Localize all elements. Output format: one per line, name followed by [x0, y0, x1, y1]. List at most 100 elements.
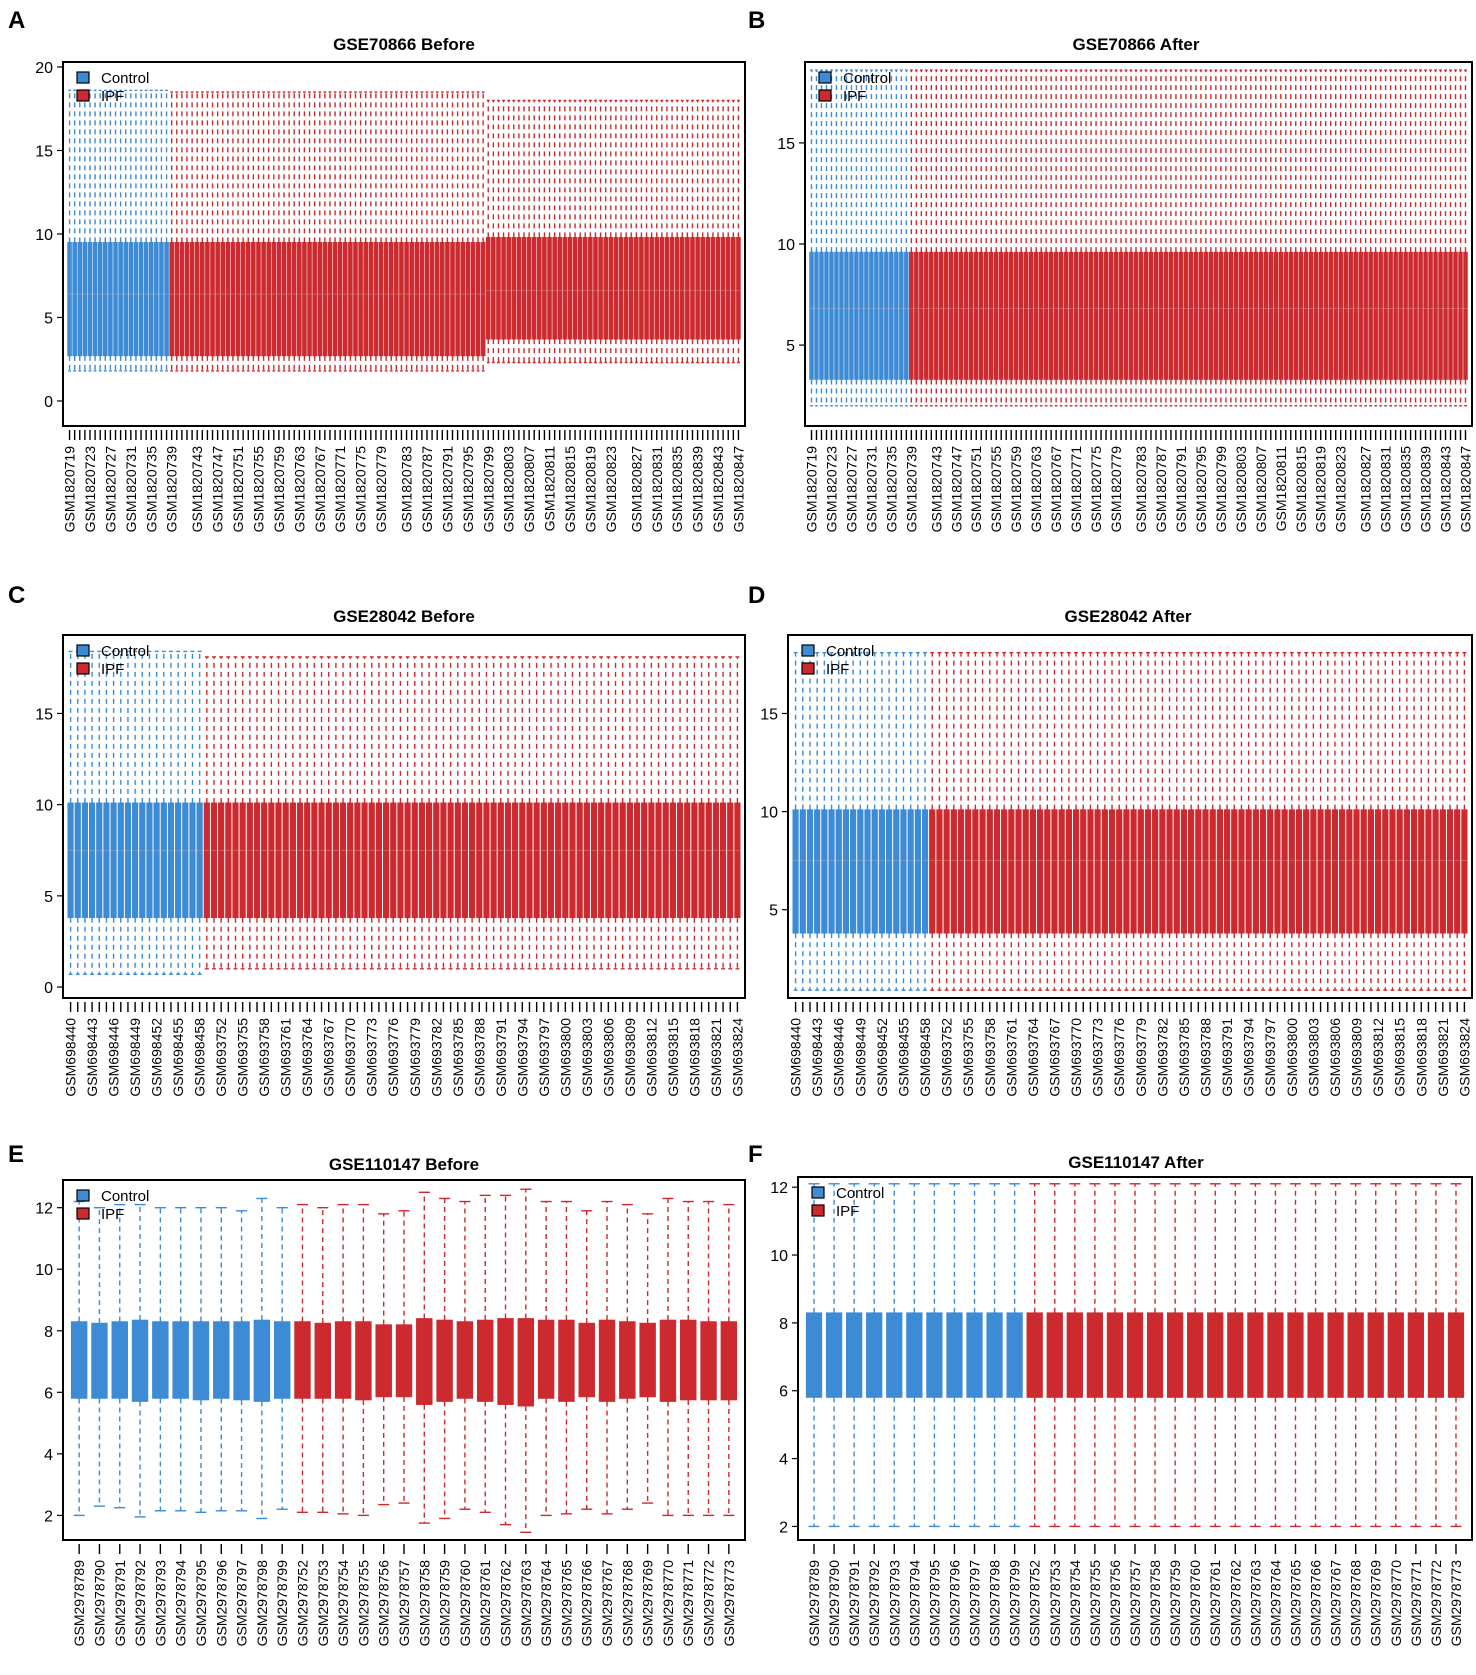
- ipf-box: [1163, 69, 1169, 407]
- x-tick-label: GSM1820787: [1153, 446, 1169, 533]
- iqr-box: [710, 237, 716, 340]
- control-box: [894, 69, 899, 407]
- control-box: [966, 1183, 983, 1528]
- iqr-box: [501, 237, 506, 340]
- iqr-box: [1137, 809, 1144, 934]
- x-tick-label: GSM1820819: [1313, 446, 1329, 533]
- iqr-box: [1166, 809, 1173, 934]
- iqr-box: [213, 1321, 230, 1399]
- y-tick-label: 5: [769, 903, 778, 920]
- ipf-box: [1168, 69, 1174, 407]
- ipf-box: [1348, 69, 1353, 407]
- x-tick-label: GSM2978760: [1187, 1560, 1203, 1647]
- ipf-box: [1198, 69, 1204, 407]
- ipf-legend-label: IPF: [843, 88, 866, 105]
- iqr-box: [123, 242, 129, 357]
- iqr-box: [92, 242, 98, 357]
- ipf-box: [1083, 69, 1089, 407]
- control-box: [839, 69, 844, 407]
- ipf-box: [215, 91, 220, 372]
- ipf-box: [1317, 651, 1324, 991]
- ipf-box: [1413, 69, 1418, 407]
- ipf-box: [1044, 651, 1051, 991]
- iqr-box: [1287, 1312, 1304, 1398]
- iqr-box: [97, 242, 103, 357]
- x-tick-label: GSM2978794: [906, 1560, 922, 1647]
- ipf-legend-swatch: [818, 89, 832, 102]
- ipf-box: [521, 99, 527, 364]
- iqr-box: [281, 242, 287, 357]
- iqr-box: [1323, 251, 1328, 380]
- ipf-box: [557, 99, 563, 364]
- iqr-box: [1202, 809, 1209, 934]
- x-tick-label: GSM693755: [960, 1018, 976, 1097]
- ipf-box: [1126, 1183, 1144, 1528]
- ipf-box: [476, 1194, 494, 1514]
- ipf-box: [1003, 69, 1009, 407]
- ipf-box: [418, 656, 426, 970]
- ipf-box: [936, 651, 943, 991]
- control-box: [799, 651, 806, 991]
- ipf-box: [1323, 69, 1328, 407]
- iqr-box: [578, 1322, 595, 1398]
- ipf-box: [1443, 69, 1448, 407]
- ipf-box: [1358, 69, 1363, 407]
- control-box: [81, 650, 89, 975]
- iqr-box: [649, 237, 654, 340]
- iqr-box: [526, 237, 532, 340]
- ipf-box: [286, 91, 292, 372]
- ipf-box: [562, 99, 568, 364]
- control-box: [854, 69, 859, 407]
- iqr-box: [720, 1321, 738, 1401]
- iqr-box: [1259, 809, 1267, 934]
- iqr-box: [533, 802, 540, 919]
- x-tick-label: GSM2978772: [1428, 1560, 1444, 1647]
- ipf-box: [434, 91, 440, 372]
- control-box: [77, 89, 83, 372]
- iqr-box: [1310, 809, 1317, 934]
- ipf-box: [972, 651, 979, 991]
- iqr-box: [108, 242, 113, 357]
- ipf-box: [1166, 1183, 1184, 1528]
- ipf-box: [659, 1197, 677, 1517]
- iqr-box: [184, 242, 190, 357]
- ipf-box: [664, 99, 670, 364]
- iqr-box: [251, 242, 256, 357]
- x-tick-label: GSM2978761: [477, 1560, 493, 1647]
- iqr-box: [1078, 251, 1084, 380]
- control-box: [849, 69, 854, 407]
- ipf-box: [1106, 1183, 1124, 1528]
- iqr-box: [460, 242, 466, 357]
- ipf-box: [959, 69, 964, 407]
- iqr-box: [893, 809, 900, 934]
- iqr-box: [558, 1319, 575, 1402]
- iqr-box: [1158, 251, 1164, 380]
- iqr-box: [302, 242, 307, 357]
- iqr-box: [552, 237, 557, 340]
- x-tick-label: GSM1820791: [439, 446, 455, 533]
- ipf-box: [251, 91, 256, 372]
- ipf-box: [1093, 69, 1099, 407]
- control-box: [806, 651, 814, 991]
- iqr-box: [74, 802, 81, 919]
- x-tick-label: GSM1820755: [988, 446, 1004, 533]
- box-series: [67, 89, 741, 372]
- ipf-box: [537, 99, 542, 364]
- x-tick-label: GSM2978762: [1227, 1560, 1243, 1647]
- ipf-box: [685, 99, 690, 364]
- control-box: [182, 650, 189, 975]
- ipf-box: [511, 99, 517, 364]
- ipf-box: [1433, 69, 1438, 407]
- x-tick-label: GSM2978754: [335, 1560, 351, 1647]
- x-tick-label: GSM2978758: [1147, 1560, 1163, 1647]
- iqr-box: [907, 809, 914, 934]
- x-tick-label: GSM693791: [493, 1018, 509, 1097]
- ipf-box: [725, 99, 731, 364]
- iqr-box: [618, 237, 624, 340]
- ipf-box: [603, 99, 608, 364]
- iqr-box: [1233, 251, 1239, 380]
- iqr-box: [986, 809, 993, 934]
- iqr-box: [312, 242, 317, 357]
- ipf-box: [598, 656, 605, 970]
